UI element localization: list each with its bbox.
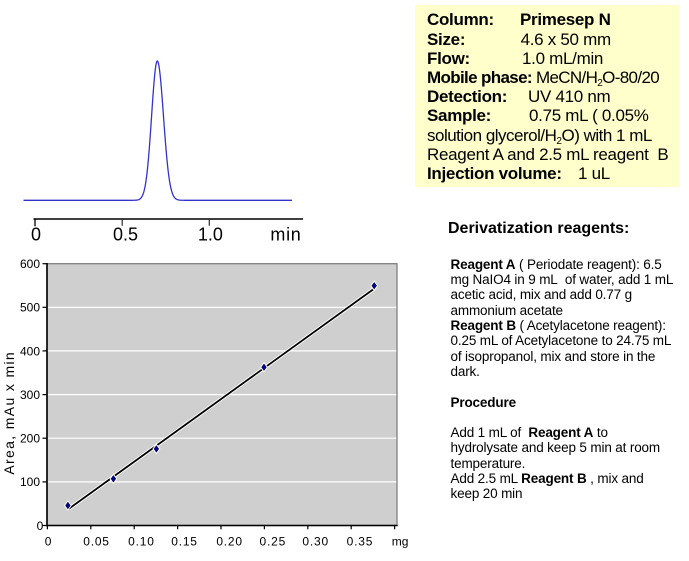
svg-text:100: 100 xyxy=(20,475,40,489)
svg-text:300: 300 xyxy=(20,388,40,402)
svg-text:0.30: 0.30 xyxy=(302,535,329,549)
svg-text:0: 0 xyxy=(45,535,52,549)
svg-text:200: 200 xyxy=(20,432,40,446)
svg-text:500: 500 xyxy=(20,301,40,315)
svg-text:1.0: 1.0 xyxy=(198,225,223,245)
svg-text:0.15: 0.15 xyxy=(171,535,198,549)
svg-text:mg: mg xyxy=(392,535,409,549)
svg-text:0.10: 0.10 xyxy=(128,535,155,549)
svg-text:0.5: 0.5 xyxy=(113,225,138,245)
svg-text:600: 600 xyxy=(20,257,40,271)
svg-text:0.35: 0.35 xyxy=(347,535,374,549)
svg-text:Area, mAu x min: Area, mAu x min xyxy=(1,351,17,475)
svg-text:0.25: 0.25 xyxy=(260,535,287,549)
svg-text:400: 400 xyxy=(20,344,40,358)
svg-text:0: 0 xyxy=(37,519,44,533)
svg-text:0: 0 xyxy=(31,225,41,245)
svg-text:0.05: 0.05 xyxy=(83,535,110,549)
svg-text:min: min xyxy=(270,225,301,245)
svg-text:0.20: 0.20 xyxy=(216,535,243,549)
